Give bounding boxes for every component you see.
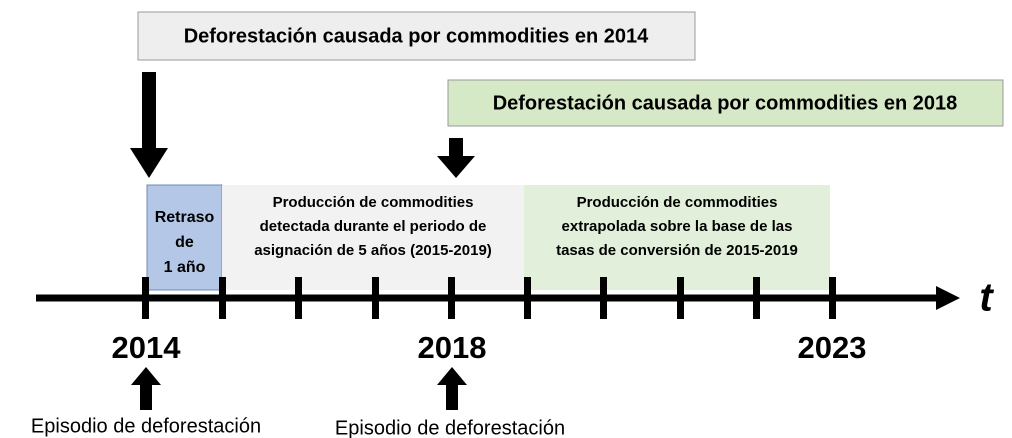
region-line: de — [175, 234, 194, 251]
region-delay — [146, 184, 223, 291]
axis-label: t — [979, 276, 994, 320]
region-texts: Retraso de 1 año Producción de commodities d… — [155, 194, 798, 276]
episode-label: Episodio de deforestación — [31, 415, 261, 437]
region-line: asignación de 5 años (2015-2019) — [254, 242, 492, 259]
tick — [829, 277, 836, 319]
tick — [142, 277, 149, 319]
region-line: 1 año — [164, 259, 206, 276]
arrow-head — [437, 156, 475, 178]
arrow-shaft — [446, 384, 458, 410]
ticks — [142, 277, 836, 319]
arrow-shaft — [140, 384, 152, 410]
tick — [600, 277, 607, 319]
episode-label: Episodio de deforestación — [335, 417, 565, 438]
region-line: Producción de commodities — [273, 194, 474, 211]
region-line: Producción de commodities — [577, 194, 778, 211]
year: 2023 — [798, 330, 867, 365]
year: 2018 — [418, 330, 487, 365]
region-extrapolated — [524, 185, 830, 290]
tick — [524, 277, 531, 319]
tick — [753, 277, 760, 319]
box-label: Deforestación causada por commodities en… — [493, 92, 958, 114]
tick — [295, 277, 302, 319]
arrow-head — [437, 367, 467, 385]
region-line: Retraso — [155, 209, 215, 226]
arrow-head — [130, 148, 168, 178]
year: 2014 — [112, 330, 182, 365]
tick — [219, 277, 226, 319]
region-line: tasas de conversión de 2015-2019 — [556, 242, 798, 259]
tick — [372, 277, 379, 319]
box-label: Deforestación causada por commodities en… — [184, 25, 649, 47]
region-detected — [222, 185, 524, 290]
tick — [448, 277, 455, 319]
region-line: extrapolada sobre la base de las — [562, 218, 793, 235]
arrow-head — [131, 367, 161, 385]
arrow-shaft — [449, 138, 463, 158]
box-2018 — [447, 79, 1004, 127]
timeline-head — [936, 286, 960, 310]
arrow-shaft — [142, 72, 156, 150]
tick — [677, 277, 684, 319]
region-line: detectada durante el periodo de — [260, 218, 487, 235]
box-2014 — [137, 11, 696, 61]
